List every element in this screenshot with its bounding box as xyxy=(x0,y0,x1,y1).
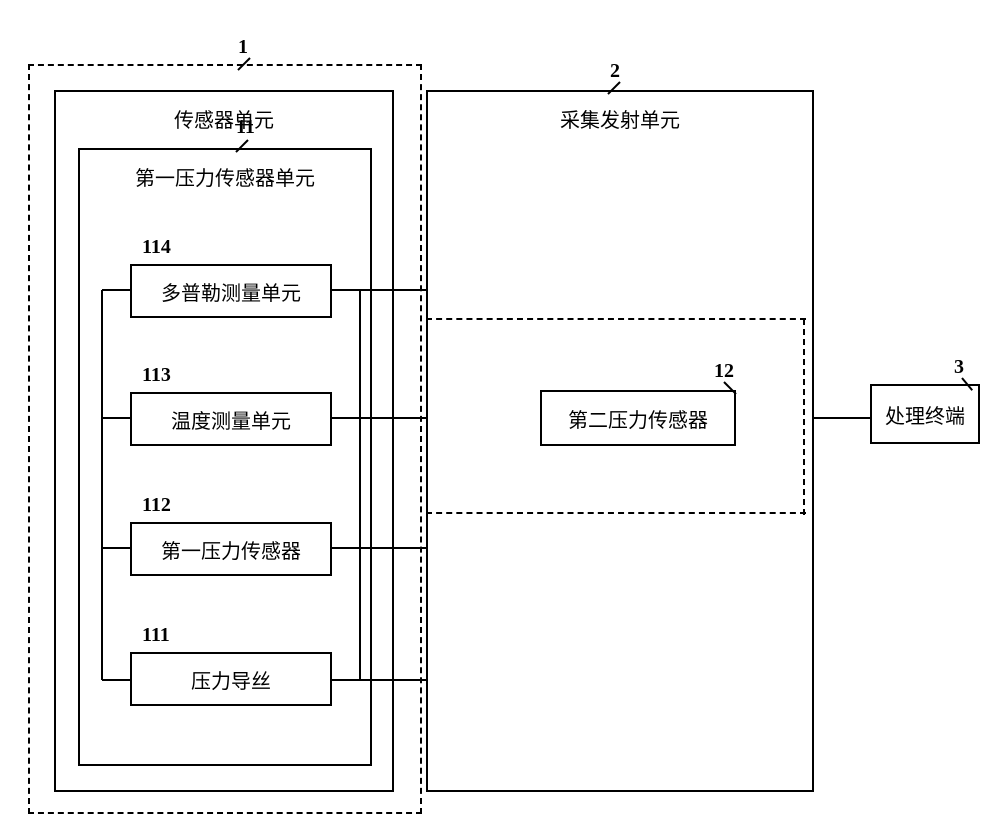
box-temp-title: 温度测量单元 xyxy=(171,405,291,434)
ref-label-112: 112 xyxy=(142,494,171,517)
box-doppler: 多普勒测量单元 xyxy=(130,264,332,318)
box-terminal: 处理终端 xyxy=(870,384,980,444)
ref-label-12: 12 xyxy=(714,360,734,383)
ref-label-114: 114 xyxy=(142,236,171,259)
box-temp: 温度测量单元 xyxy=(130,392,332,446)
ref-label-3: 3 xyxy=(954,356,964,379)
box-guidewire: 压力导丝 xyxy=(130,652,332,706)
ref-label-113: 113 xyxy=(142,364,171,387)
box-doppler-title: 多普勒测量单元 xyxy=(161,277,301,306)
ref-label-111: 111 xyxy=(142,624,170,647)
box-first_pressure-title: 第一压力传感器 xyxy=(161,535,301,564)
box-first_unit-title: 第一压力传感器单元 xyxy=(80,162,370,191)
ref-label-1: 1 xyxy=(238,36,248,59)
ref-label-11: 11 xyxy=(236,116,255,139)
box-guidewire-title: 压力导丝 xyxy=(191,665,271,694)
ref-label-2: 2 xyxy=(610,60,620,83)
box-sensor_unit-title: 传感器单元 xyxy=(56,104,392,133)
box-second_pressure: 第二压力传感器 xyxy=(540,390,736,446)
box-acquisition-title: 采集发射单元 xyxy=(428,104,812,133)
box-first_pressure: 第一压力传感器 xyxy=(130,522,332,576)
box-terminal-title: 处理终端 xyxy=(885,400,965,429)
box-second_pressure-title: 第二压力传感器 xyxy=(568,404,708,433)
